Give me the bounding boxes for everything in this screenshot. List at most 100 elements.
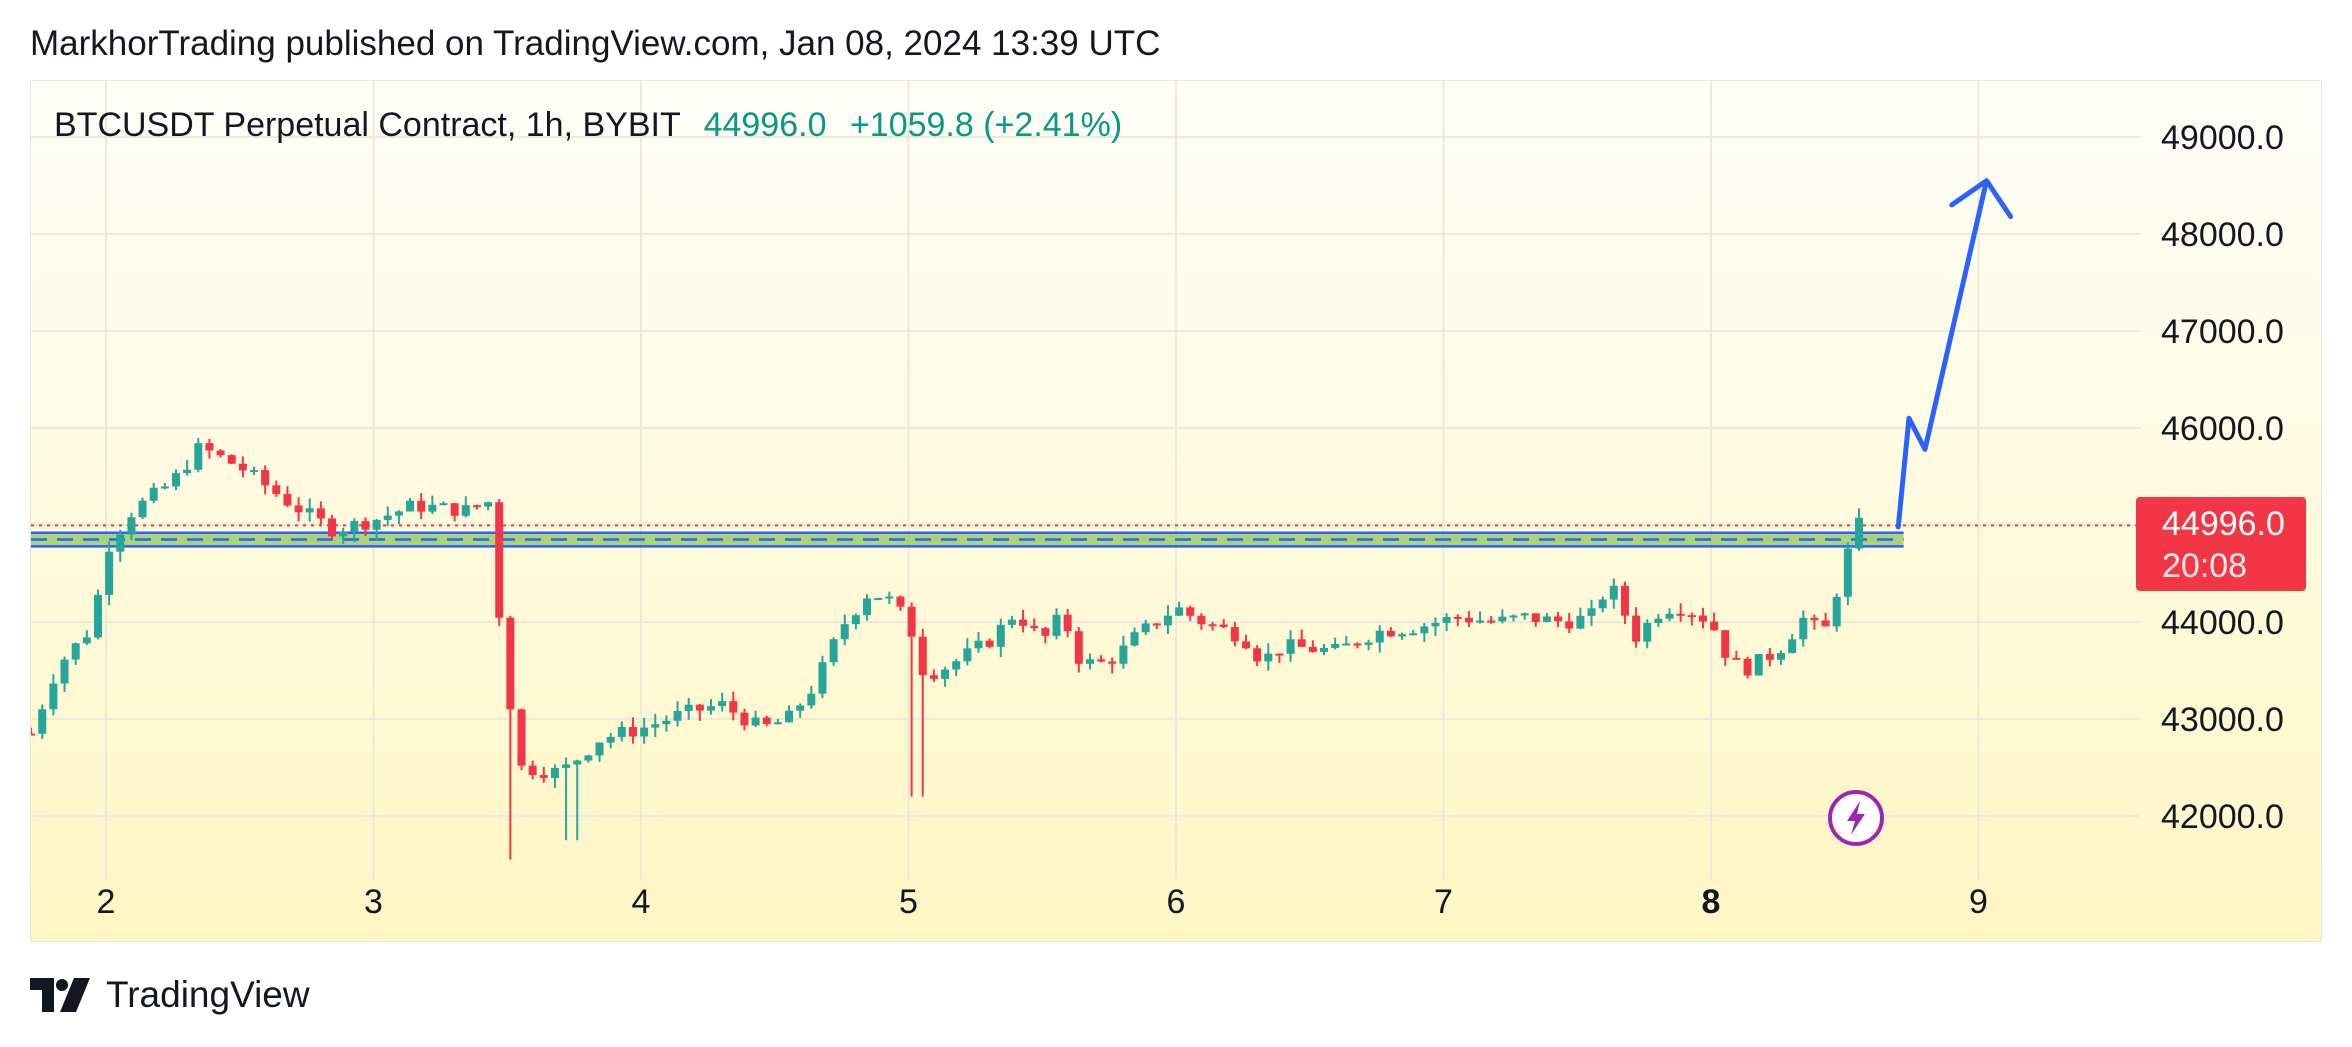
candle-body <box>82 637 91 644</box>
candle-body <box>1208 624 1217 627</box>
candle-body <box>617 727 626 737</box>
candle-body <box>1275 653 1284 656</box>
symbol-label: BTCUSDT Perpetual Contract, 1h, BYBIT <box>54 106 681 144</box>
candle-body <box>1609 585 1618 600</box>
candle-body <box>1542 616 1551 622</box>
candle-body <box>1431 622 1440 627</box>
candle-body <box>261 470 270 486</box>
candle-body <box>550 767 559 778</box>
candle-body <box>472 505 481 508</box>
candle-body <box>1386 630 1395 637</box>
candle-body <box>1710 621 1719 631</box>
x-tick-label: 4 <box>632 883 651 921</box>
candle-body <box>740 712 749 726</box>
candle-body <box>796 705 805 711</box>
candle-body <box>718 701 727 707</box>
candle-body <box>1832 596 1841 627</box>
candle-body <box>829 639 838 663</box>
candle-body <box>31 733 36 736</box>
last-price-label: 44996.0 <box>703 106 827 144</box>
candle-body <box>1598 599 1607 609</box>
x-tick-label: 6 <box>1167 883 1186 921</box>
candle-body <box>1030 625 1039 629</box>
candle-body <box>517 709 526 766</box>
candle-body <box>417 500 426 512</box>
candle-body <box>1442 616 1451 623</box>
candle-body <box>49 683 58 710</box>
candle-body <box>1253 648 1262 662</box>
candle-body <box>818 662 827 694</box>
candle-body <box>294 505 303 513</box>
x-tick-label: 8 <box>1702 883 1721 921</box>
candle-body <box>506 617 515 710</box>
candle-body <box>1320 647 1329 652</box>
candle-body <box>283 494 292 506</box>
y-tick-label: 44000.0 <box>2161 604 2284 642</box>
x-tick-label: 2 <box>97 883 116 921</box>
candle-body <box>651 724 660 728</box>
candle-body <box>1732 657 1741 660</box>
candle-body <box>1754 654 1763 676</box>
candle-body <box>1041 628 1050 636</box>
candle-body <box>1855 517 1864 549</box>
candle-body <box>1342 643 1351 646</box>
lightning-bolt-icon[interactable] <box>1826 788 1886 848</box>
candle-body <box>305 508 314 513</box>
candle-body <box>1765 654 1774 660</box>
candle-body <box>461 505 470 516</box>
footer-brand[interactable]: TradingView <box>106 974 310 1015</box>
candle-body <box>785 710 794 723</box>
candle-body <box>149 487 158 501</box>
candle-body <box>60 659 69 684</box>
candle-body <box>985 640 994 647</box>
candle-body <box>1476 620 1485 623</box>
candle-body <box>1587 608 1596 616</box>
candle-body <box>595 742 604 756</box>
candle-body <box>1643 623 1652 642</box>
candle-body <box>762 717 771 725</box>
candle-body <box>93 594 102 638</box>
candle-body <box>1152 623 1161 626</box>
candle-body <box>963 648 972 662</box>
candle-body <box>1509 615 1518 618</box>
y-tick-label: 49000.0 <box>2161 119 2284 157</box>
chart-frame[interactable]: 42000.0 43000.0 44000.0 46000.0 47000.0 48000… <box>30 80 2322 942</box>
candle-body <box>216 450 225 456</box>
candle-body <box>1175 607 1184 616</box>
candle-body <box>1141 623 1150 633</box>
candle-body <box>439 503 448 506</box>
candle-body <box>1197 615 1206 625</box>
candle-body <box>584 755 593 761</box>
candle-body <box>996 624 1005 647</box>
candle-body <box>495 502 504 618</box>
candle-body <box>1019 619 1028 626</box>
candle-body <box>1554 616 1563 622</box>
y-tick-label: 46000.0 <box>2161 410 2284 448</box>
candle-body <box>1464 617 1473 623</box>
candle-body <box>1108 661 1117 664</box>
candle-body <box>640 727 649 737</box>
candle-body <box>1620 585 1629 616</box>
candle-body <box>1286 639 1295 654</box>
candle-body <box>1676 613 1685 616</box>
candle-body <box>1219 624 1228 628</box>
candle-body <box>339 531 348 537</box>
candlestick-chart[interactable]: 42000.0 43000.0 44000.0 46000.0 47000.0 48000… <box>31 81 2322 942</box>
candle-body <box>1119 645 1128 664</box>
candle-body <box>1799 617 1808 640</box>
chart-legend: BTCUSDT Perpetual Contract, 1h, BYBIT 44… <box>54 106 1122 145</box>
candle-body <box>863 598 872 616</box>
candle-body <box>751 717 760 726</box>
candle-body <box>105 551 114 595</box>
candle-body <box>238 463 247 471</box>
candle-body <box>1007 619 1016 625</box>
candle-body <box>1721 630 1730 658</box>
candle-body <box>328 518 337 537</box>
tradingview-logo-icon[interactable] <box>30 978 92 1012</box>
candle-body <box>1163 615 1172 626</box>
price-change-label: +1059.8 (+2.41%) <box>849 106 1123 144</box>
candle-body <box>1264 653 1273 662</box>
candle-body <box>573 760 582 765</box>
candle-body <box>1665 613 1674 619</box>
candle-body <box>372 519 381 530</box>
